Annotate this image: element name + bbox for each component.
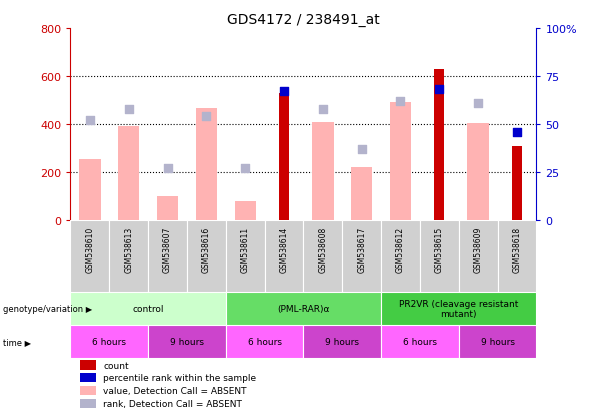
Bar [381,292,536,325]
Point [512,129,522,135]
Point [318,106,328,113]
Text: GSM538616: GSM538616 [202,226,211,272]
Text: GSM538614: GSM538614 [280,226,289,272]
Bar [390,103,411,221]
Bar [226,221,265,292]
Bar [157,197,178,221]
Text: GSM538608: GSM538608 [318,226,327,272]
Text: GSM538617: GSM538617 [357,226,366,272]
Bar [70,292,226,325]
Bar [109,221,148,292]
Text: 6 hours: 6 hours [403,337,437,346]
Text: GSM538613: GSM538613 [124,226,133,272]
Point [279,89,289,95]
Point [202,114,211,120]
Bar [148,221,187,292]
Text: GSM538618: GSM538618 [512,226,522,272]
Bar [468,123,489,221]
Bar [265,221,303,292]
Bar [351,168,372,221]
Bar [187,221,226,292]
Text: 9 hours: 9 hours [170,337,204,346]
Text: GSM538612: GSM538612 [396,226,405,272]
Bar [79,159,101,221]
Bar [196,109,217,221]
Text: GSM538615: GSM538615 [435,226,444,272]
Text: 9 hours: 9 hours [326,337,359,346]
Point [395,98,405,105]
Text: GSM538607: GSM538607 [163,226,172,273]
Text: GSM538611: GSM538611 [241,226,249,272]
Point [473,100,483,107]
Text: genotype/variation ▶: genotype/variation ▶ [3,304,93,313]
Bar [459,325,536,358]
Bar [279,93,289,221]
Point [435,87,444,93]
Text: control: control [132,304,164,313]
Bar [80,386,96,395]
Text: PR2VR (cleavage resistant
mutant): PR2VR (cleavage resistant mutant) [399,299,519,318]
Bar [70,325,148,358]
Bar [381,325,459,358]
Point [162,165,172,172]
Text: percentile rank within the sample: percentile rank within the sample [103,373,256,382]
Text: value, Detection Call = ABSENT: value, Detection Call = ABSENT [103,386,246,395]
Bar [303,325,381,358]
Bar [435,70,444,221]
Bar [512,146,522,221]
Text: (PML-RAR)α: (PML-RAR)α [277,304,330,313]
Point [124,106,134,113]
Bar [80,399,96,408]
Bar [498,221,536,292]
Bar [420,221,459,292]
Point [357,146,367,153]
Bar [118,127,139,221]
Bar [235,201,256,221]
Text: 9 hours: 9 hours [481,337,514,346]
Bar [459,221,498,292]
Text: rank, Detection Call = ABSENT: rank, Detection Call = ABSENT [103,399,242,408]
Bar [70,221,109,292]
Bar [80,373,96,382]
Bar [303,221,342,292]
Bar [80,361,96,370]
Text: time ▶: time ▶ [3,337,31,346]
Bar [226,325,303,358]
Point [240,165,250,172]
Text: GSM538610: GSM538610 [85,226,94,272]
Point [85,118,95,124]
Bar [148,325,226,358]
Text: 6 hours: 6 hours [248,337,281,346]
Bar [342,221,381,292]
Bar [312,122,333,221]
Bar [226,292,381,325]
Text: GSM538609: GSM538609 [474,226,482,273]
Bar [381,221,420,292]
Text: count: count [103,361,129,370]
Title: GDS4172 / 238491_at: GDS4172 / 238491_at [227,12,380,26]
Text: 6 hours: 6 hours [93,337,126,346]
